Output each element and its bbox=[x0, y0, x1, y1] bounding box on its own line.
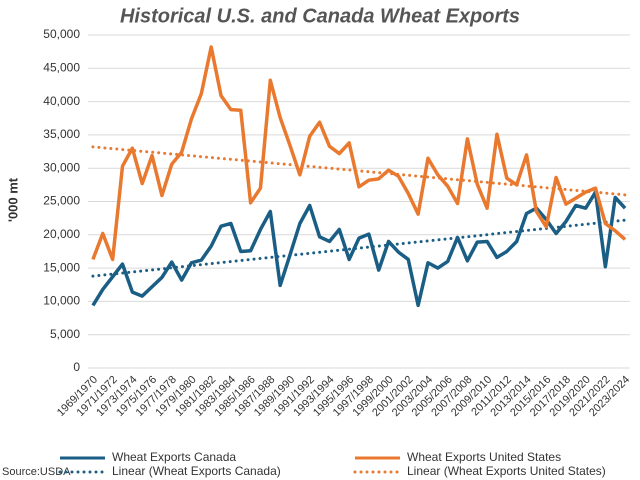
legend-label: Wheat Exports United States bbox=[407, 450, 561, 464]
chart-title: Historical U.S. and Canada Wheat Exports bbox=[120, 5, 520, 27]
legend-label: Linear (Wheat Exports United States) bbox=[407, 464, 606, 478]
series-line bbox=[91, 190, 627, 308]
y-tick-label: 25,000 bbox=[43, 194, 80, 208]
trendline bbox=[91, 218, 627, 278]
legend-label: Wheat Exports Canada bbox=[112, 450, 236, 464]
series-line bbox=[91, 45, 627, 262]
source: Source:USDA bbox=[2, 466, 71, 478]
y-axis-label: '000 mt bbox=[5, 177, 20, 222]
y-tick-label: 35,000 bbox=[43, 127, 80, 141]
y-tick-label: 20,000 bbox=[43, 227, 80, 241]
y-tick-label: 50,000 bbox=[43, 27, 80, 41]
y-tick-label: 30,000 bbox=[43, 160, 80, 174]
y-tick-label: 45,000 bbox=[43, 60, 80, 74]
y-tick-label: 40,000 bbox=[43, 94, 80, 108]
y-tick-label: 0 bbox=[73, 360, 80, 374]
y-tick-label: 15,000 bbox=[43, 260, 80, 274]
legend-label: Linear (Wheat Exports Canada) bbox=[112, 464, 281, 478]
y-tick-label: 10,000 bbox=[43, 294, 80, 308]
y-tick-label: 5,000 bbox=[50, 327, 80, 341]
